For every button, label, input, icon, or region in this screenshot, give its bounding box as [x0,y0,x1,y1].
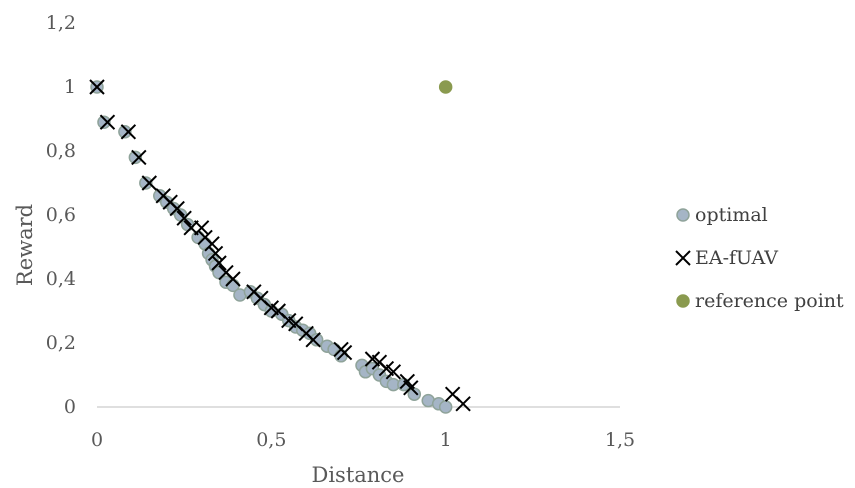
data-point [385,364,402,380]
data-point [139,176,153,190]
legend-item: EA-fUAV [675,247,778,269]
series-optimal [90,80,453,414]
data-point [207,245,224,262]
y-tick-label: 0,6 [46,204,76,226]
data-point [131,149,147,166]
legend-item: optimal [676,204,768,226]
series-ea-fuav [89,79,471,412]
x-axis-tick-labels: 0 0,5 1 1,5 [91,429,635,451]
data-point [336,344,353,361]
x-tick-label: 0,5 [256,429,286,451]
y-tick-label: 0,4 [46,268,76,290]
legend-label: reference point [695,290,844,312]
x-tick-label: 1 [440,429,452,451]
data-point [403,380,419,396]
legend-marker-circle-icon [676,208,690,222]
legend-marker-circle-icon [676,294,690,308]
data-point [176,210,192,226]
y-axis-title: Reward [13,204,37,286]
y-tick-label: 1,2 [46,12,76,34]
x-tick-label: 1,5 [605,429,635,451]
data-point [99,114,116,130]
data-point [169,200,185,217]
y-tick-label: 0,2 [46,332,76,354]
data-point [118,125,132,139]
legend: optimal EA-fUAV reference point [675,204,844,312]
data-point [89,79,105,95]
x-axis-title: Distance [311,463,404,487]
legend-label: optimal [695,204,768,226]
data-point [309,333,324,347]
data-point [204,236,220,252]
data-point [438,80,453,94]
data-point [225,271,241,287]
data-point [141,175,158,191]
data-point [455,396,471,412]
y-tick-label: 0 [64,396,76,418]
data-point [193,220,210,236]
y-tick-label: 1 [64,76,76,98]
data-point [438,400,453,414]
plot-area [89,79,471,414]
x-tick-label: 0 [91,429,103,451]
data-point [97,115,111,129]
series-reference-point [438,80,453,94]
data-point [120,124,137,140]
legend-label: EA-fUAV [695,247,778,269]
legend-marker-x-icon [675,250,691,266]
legend-item: reference point [676,290,844,312]
data-point [128,150,143,165]
data-point [211,255,227,271]
y-tick-label: 0,8 [46,140,76,162]
data-point [305,332,321,348]
y-axis-tick-labels: 0 0,2 0,4 0,6 0,8 1 1,2 [46,12,76,418]
